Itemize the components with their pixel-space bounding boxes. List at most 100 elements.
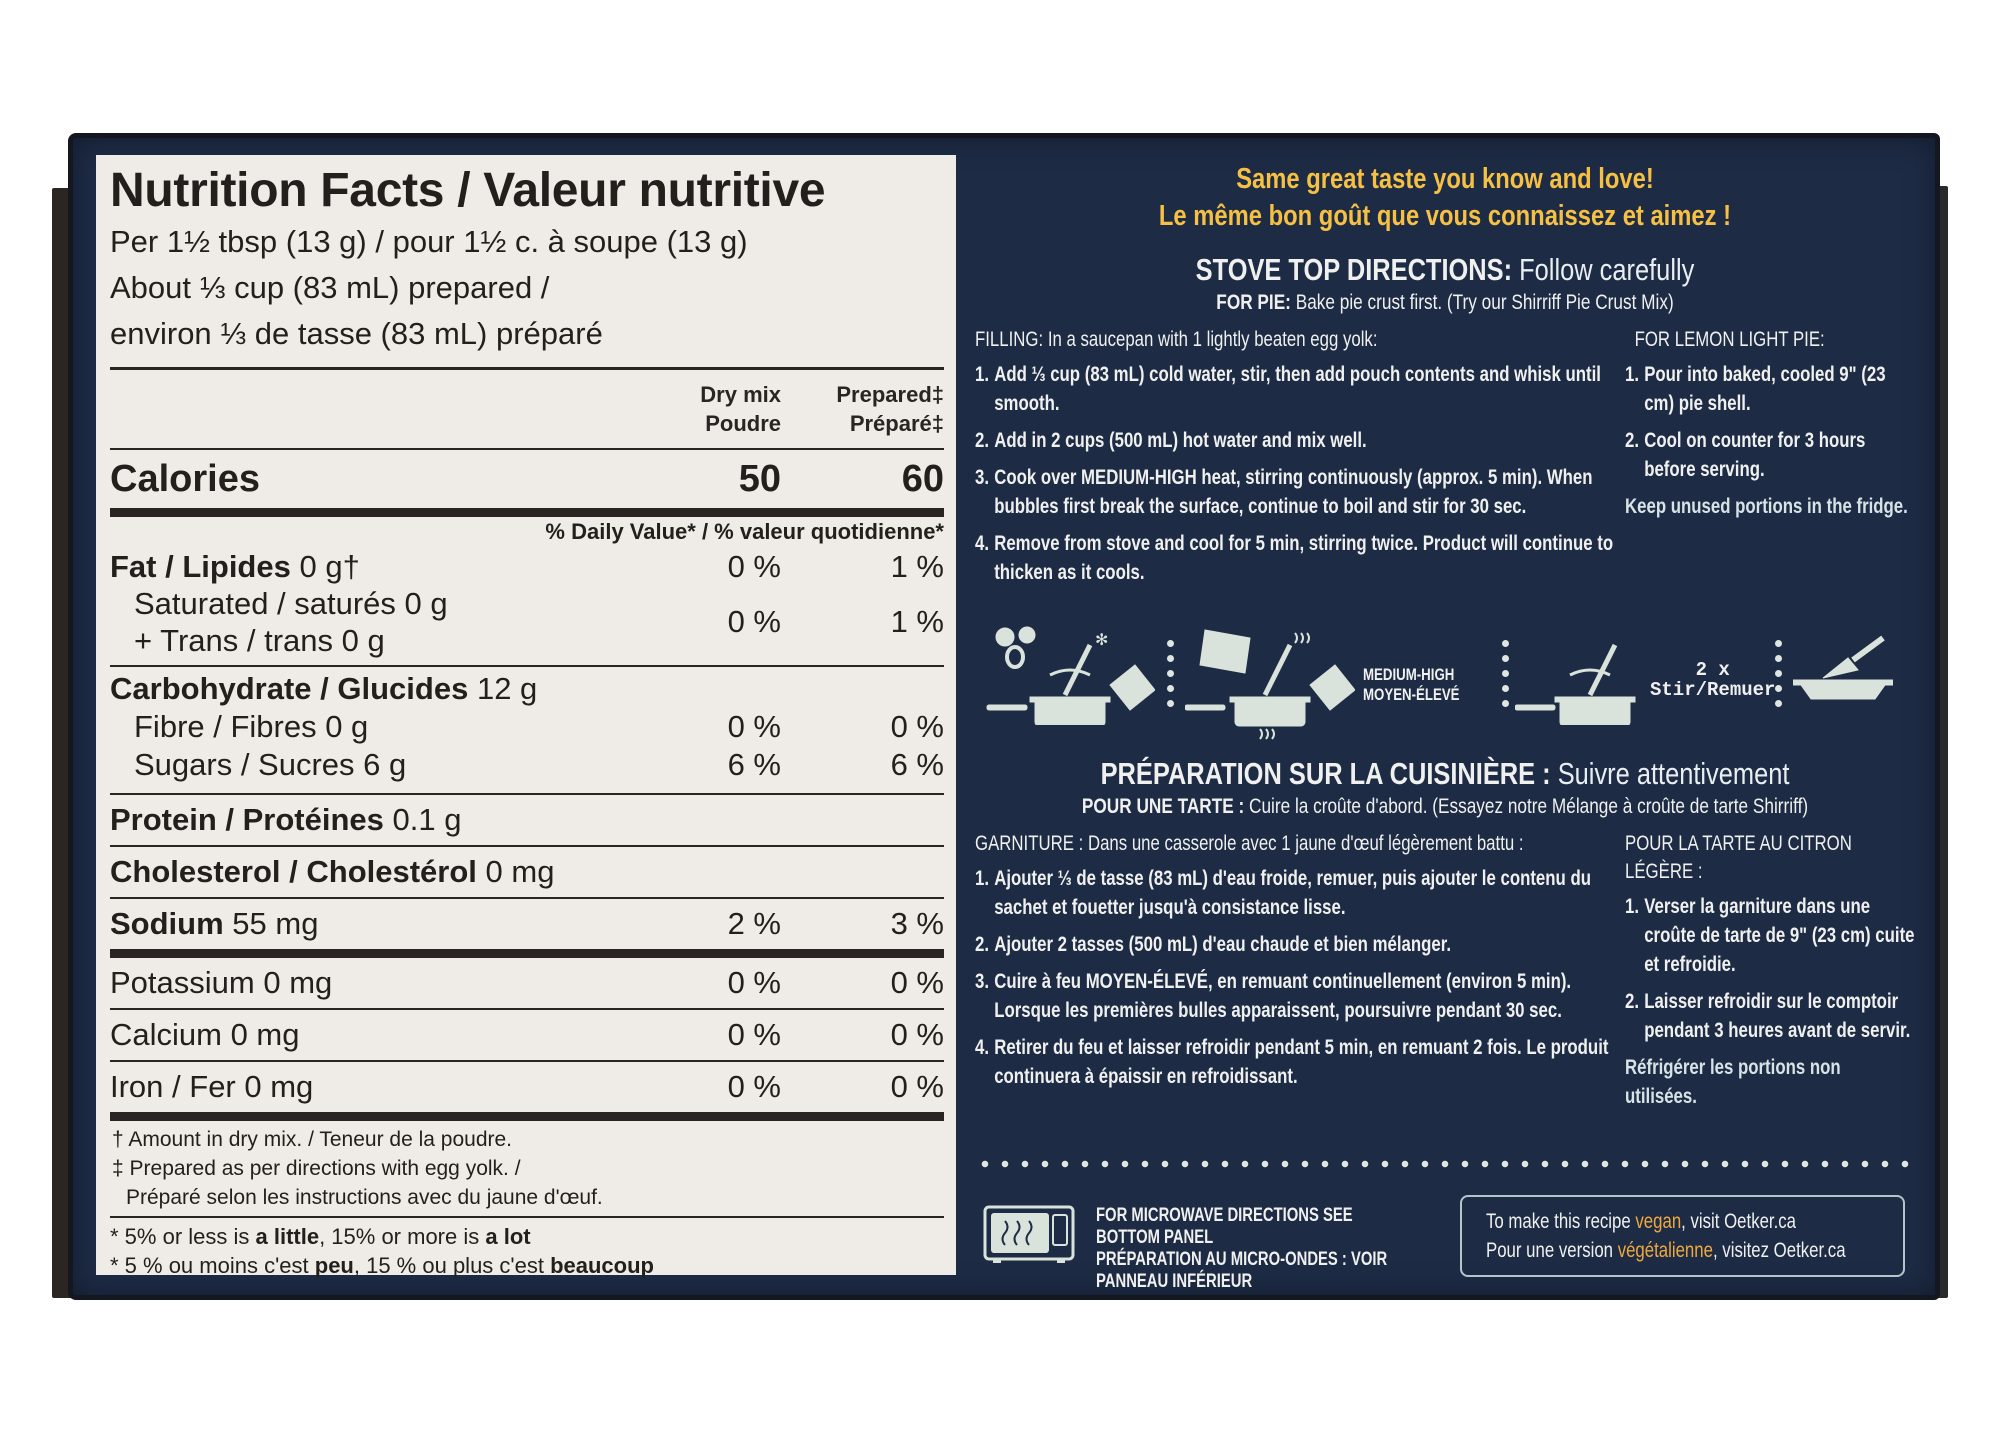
calories-label: Calories [110, 457, 260, 500]
serving-line: environ ⅓ de tasse (83 mL) préparé [110, 316, 603, 351]
divider [110, 793, 944, 795]
filling-lead: GARNITURE : Dans une casserole avec 1 ja… [975, 832, 1524, 855]
sodium-amount: 55 mg [232, 906, 319, 941]
pie-steps-fr: POUR LA TARTE AU CITRON LÉGÈRE : 1. Verse… [1615, 830, 1915, 1111]
potassium-prepared: 0 % [890, 965, 944, 1000]
fibre-label: Fibre / Fibres 0 g [134, 709, 369, 744]
daily-value-header: % Daily Value* / % valeur quotidienne* [545, 519, 944, 544]
calories-row: Calories 50 60 [110, 450, 944, 508]
sodium-label: Sodium [110, 906, 224, 941]
microwave-note: FOR MICROWAVE DIRECTIONS SEE BOTTOM PANE… [983, 1205, 1476, 1293]
footnotes: † Amount in dry mix. / Teneur de la poud… [110, 1121, 944, 1216]
separator-dots [1167, 640, 1175, 707]
filling-steps-en: FILLING: In a saucepan with 1 lightly be… [975, 326, 1615, 595]
directions-fr: PRÉPARATION SUR LA CUISINIÈRE : Suivre a… [975, 755, 1915, 1111]
step: 1. Add ⅓ cup (83 mL) cold water, stir, th… [975, 363, 1601, 415]
serving-size: Per 1½ tbsp (13 g) / pour 1½ c. à soupe … [110, 219, 944, 357]
sodium-row: Sodium 55 mg 2 % 3 % [110, 899, 944, 949]
saturated-prepared: 1 % [890, 604, 944, 639]
heat-label: MEDIUM-HIGH MOYEN-ÉLEVÉ [1363, 665, 1460, 704]
vegan-callout: To make this recipe vegan, visit Oetker.… [1460, 1195, 1905, 1277]
step: 1. Verser la garniture dans une croûte de… [1625, 895, 1915, 976]
footnote-dagger: † Amount in dry mix. / Teneur de la poud… [112, 1128, 513, 1151]
protein-label: Protein / Protéines [110, 802, 384, 837]
microwave-icon [983, 1205, 1075, 1263]
nutrition-title: Nutrition Facts / Valeur nutritive [110, 164, 826, 217]
sodium-dry: 2 % [727, 906, 781, 941]
sugars-prepared: 6 % [890, 747, 944, 782]
saturated-dry: 0 % [727, 604, 781, 639]
potassium-dry: 0 % [727, 965, 781, 1000]
calories-dry: 50 [738, 457, 781, 500]
fat-amount: 0 g† [299, 549, 360, 584]
step: 3. Cuire à feu MOYEN-ÉLEVÉ, en remuant co… [975, 970, 1572, 1022]
saturated-trans-row: Saturated / saturés 0 g + Trans / trans 0… [110, 585, 944, 659]
tagline: Same great taste you know and love! Le m… [975, 161, 1915, 235]
protein-row: Protein / Protéines 0.1 g [110, 795, 944, 845]
step: 4. Remove from stove and cool for 5 min, … [975, 532, 1614, 584]
for-pie-note: FOR PIE: Bake pie crust first. (Try our … [1216, 291, 1674, 314]
saturated-label: Saturated / saturés 0 g [134, 586, 448, 621]
svg-text:✻: ✻ [1095, 632, 1108, 649]
calcium-row: Calcium 0 mg 0 % 0 % [110, 1010, 944, 1060]
divider [110, 1060, 944, 1062]
pie-lead: POUR LA TARTE AU CITRON LÉGÈRE : [1625, 832, 1852, 883]
trans-label: + Trans / trans 0 g [134, 623, 385, 658]
step: 4. Retirer du feu et laisser refroidir pe… [975, 1036, 1609, 1088]
column-headers: Dry mix Poudre Prepared‡ Préparé‡ [110, 370, 944, 448]
sugars-row: Sugars / Sucres 6 g 6 % 6 % [110, 745, 944, 783]
divider [110, 665, 944, 667]
iron-row: Iron / Fer 0 mg 0 % 0 % [110, 1062, 944, 1112]
preparation-icons: ✻ MEDIUM-HIGH MOYEN-ÉLEVÉ [975, 625, 1915, 745]
calcium-label: Calcium 0 mg [110, 1017, 300, 1052]
divider [110, 367, 944, 370]
iron-label: Iron / Fer 0 mg [110, 1069, 314, 1104]
cholesterol-label: Cholesterol / Cholestérol [110, 854, 477, 889]
divider [110, 897, 944, 899]
carb-amount: 12 g [476, 671, 538, 706]
dv-notes: * 5% or less is a little, 15% or more is… [110, 1218, 944, 1280]
fat-label: Fat / Lipides [110, 549, 291, 584]
divider [110, 845, 944, 847]
microwave-note-fr: PRÉPARATION AU MICRO-ONDES : VOIR PANNEA… [1096, 1249, 1388, 1292]
calcium-dry: 0 % [727, 1017, 781, 1052]
footnote-double-dagger: ‡ Prepared as per directions with egg yo… [112, 1157, 521, 1180]
sodium-prepared: 3 % [890, 906, 944, 941]
step: 2. Cool on counter for 3 hours before ser… [1625, 429, 1866, 481]
step: 2. Add in 2 cups (500 mL) hot water and m… [975, 429, 1367, 452]
carb-label: Carbohydrate / Glucides [110, 671, 469, 706]
stove-top-heading: STOVE TOP DIRECTIONS: Follow carefully [1195, 252, 1695, 287]
serving-line: About ⅓ cup (83 mL) prepared / [110, 270, 550, 305]
divider-thick [110, 508, 944, 517]
sugars-dry: 6 % [727, 747, 781, 782]
step: 2. Ajouter 2 tasses (500 mL) d'eau chaude… [975, 933, 1452, 956]
step: 1. Ajouter ⅓ de tasse (83 mL) d'eau froid… [975, 867, 1591, 919]
tagline-fr: Le même bon goût que vous connaissez et … [1158, 200, 1732, 232]
iron-dry: 0 % [727, 1069, 781, 1104]
vegan-note-fr: Pour une version végétalienne, visitez O… [1486, 1239, 1846, 1262]
pour-une-tarte-note: POUR UNE TARTE : Cuire la croûte d'abord… [1081, 795, 1809, 818]
separator-dots [1502, 640, 1510, 707]
calories-prepared: 60 [901, 457, 944, 500]
divider-thick [110, 949, 944, 958]
calcium-prepared: 0 % [890, 1017, 944, 1052]
pie-lead: FOR LEMON LIGHT PIE: [1634, 328, 1825, 351]
pie-steps-en: FOR LEMON LIGHT PIE: 1. Pour into baked, … [1615, 326, 1915, 595]
divider [110, 1008, 944, 1010]
step1-saucepan-whisk-egg-icon: ✻ [986, 626, 1155, 725]
nutrition-facts-table: Nutrition Facts / Valeur nutritive Per 1… [96, 155, 956, 1278]
step: 1. Pour into baked, cooled 9" (23 cm) pie… [1625, 363, 1886, 415]
step: 2. Laisser refroidir sur le comptoir pend… [1625, 990, 1911, 1042]
cholesterol-amount: 0 mg [485, 854, 555, 889]
potassium-label: Potassium 0 mg [110, 965, 333, 1000]
step4-pour-into-pie-plate-icon [1793, 635, 1893, 700]
separator-dots [1775, 640, 1783, 707]
fibre-dry: 0 % [727, 709, 781, 744]
dv-note-fr: * 5 % ou moins c'est peu, 15 % ou plus c… [110, 1253, 654, 1278]
carbohydrate-row: Carbohydrate / Glucides 12 g [110, 667, 944, 707]
tagline-en: Same great taste you know and love! [1236, 163, 1654, 195]
potassium-row: Potassium 0 mg 0 % 0 % [110, 958, 944, 1008]
filling-lead: FILLING: In a saucepan with 1 lightly be… [975, 328, 1378, 351]
directions-panel: Same great taste you know and love! Le m… [975, 155, 1915, 1292]
step2-pour-hot-water-icon [1185, 629, 1355, 740]
